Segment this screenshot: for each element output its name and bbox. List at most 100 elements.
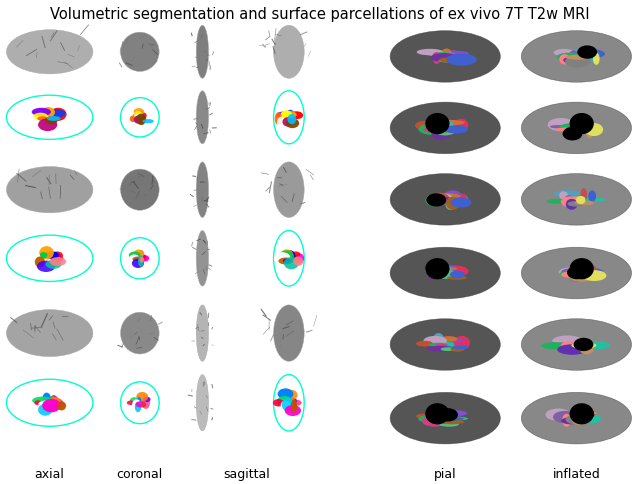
Ellipse shape xyxy=(6,95,93,139)
Ellipse shape xyxy=(440,336,458,342)
Ellipse shape xyxy=(273,162,304,217)
Ellipse shape xyxy=(425,113,449,134)
Ellipse shape xyxy=(522,174,632,225)
Ellipse shape xyxy=(49,257,66,266)
Ellipse shape xyxy=(426,346,456,352)
Ellipse shape xyxy=(277,117,285,129)
Ellipse shape xyxy=(415,121,434,130)
Ellipse shape xyxy=(274,252,291,264)
Ellipse shape xyxy=(427,410,449,417)
Ellipse shape xyxy=(133,113,142,118)
Ellipse shape xyxy=(289,114,297,121)
Ellipse shape xyxy=(422,416,448,426)
Ellipse shape xyxy=(51,252,63,259)
Ellipse shape xyxy=(433,123,457,136)
Ellipse shape xyxy=(6,30,93,74)
Ellipse shape xyxy=(450,271,465,278)
Ellipse shape xyxy=(196,375,209,431)
Ellipse shape xyxy=(281,401,290,409)
Ellipse shape xyxy=(441,265,458,278)
Ellipse shape xyxy=(435,417,464,421)
Ellipse shape xyxy=(427,269,435,276)
Ellipse shape xyxy=(570,121,592,126)
Ellipse shape xyxy=(566,269,595,277)
Ellipse shape xyxy=(572,342,596,348)
Ellipse shape xyxy=(432,194,453,204)
Ellipse shape xyxy=(51,254,63,262)
Ellipse shape xyxy=(522,393,632,444)
Ellipse shape xyxy=(278,388,293,399)
Ellipse shape xyxy=(561,269,579,276)
Ellipse shape xyxy=(456,194,467,200)
Ellipse shape xyxy=(284,250,296,263)
Ellipse shape xyxy=(454,119,468,131)
Ellipse shape xyxy=(553,411,577,423)
Text: sagittal: sagittal xyxy=(223,468,270,481)
Ellipse shape xyxy=(570,403,594,424)
Ellipse shape xyxy=(134,250,144,258)
Ellipse shape xyxy=(432,197,451,205)
Ellipse shape xyxy=(440,417,468,421)
Ellipse shape xyxy=(560,340,589,345)
Ellipse shape xyxy=(134,114,140,124)
Ellipse shape xyxy=(577,45,597,59)
Ellipse shape xyxy=(45,396,60,404)
Ellipse shape xyxy=(6,379,93,426)
Ellipse shape xyxy=(446,267,457,279)
Ellipse shape xyxy=(416,341,433,347)
Ellipse shape xyxy=(582,270,607,281)
Ellipse shape xyxy=(45,109,66,118)
Ellipse shape xyxy=(447,54,477,66)
Ellipse shape xyxy=(425,266,441,275)
Ellipse shape xyxy=(572,339,588,346)
Ellipse shape xyxy=(438,420,465,424)
Ellipse shape xyxy=(576,268,603,275)
Ellipse shape xyxy=(522,247,632,299)
Ellipse shape xyxy=(276,111,292,119)
Ellipse shape xyxy=(143,119,154,123)
Ellipse shape xyxy=(557,53,582,61)
Ellipse shape xyxy=(522,30,632,82)
Ellipse shape xyxy=(428,276,447,280)
Ellipse shape xyxy=(6,235,93,282)
Ellipse shape xyxy=(433,53,439,58)
Ellipse shape xyxy=(550,125,566,128)
Ellipse shape xyxy=(390,247,500,299)
Ellipse shape xyxy=(429,52,456,58)
Ellipse shape xyxy=(445,50,462,62)
Ellipse shape xyxy=(138,254,147,259)
Ellipse shape xyxy=(57,401,66,410)
Ellipse shape xyxy=(561,272,580,278)
Text: coronal: coronal xyxy=(116,468,163,481)
Ellipse shape xyxy=(435,270,458,279)
Ellipse shape xyxy=(575,200,595,205)
Ellipse shape xyxy=(129,252,141,258)
Ellipse shape xyxy=(573,338,593,351)
Ellipse shape xyxy=(42,399,61,412)
Ellipse shape xyxy=(441,347,455,351)
Ellipse shape xyxy=(433,333,444,344)
Ellipse shape xyxy=(140,115,145,120)
Ellipse shape xyxy=(38,404,52,416)
Ellipse shape xyxy=(140,255,149,261)
Ellipse shape xyxy=(442,416,456,419)
Ellipse shape xyxy=(588,190,596,202)
Ellipse shape xyxy=(569,50,578,62)
Ellipse shape xyxy=(442,266,468,277)
Ellipse shape xyxy=(433,271,449,278)
Ellipse shape xyxy=(435,344,447,347)
Ellipse shape xyxy=(561,341,579,351)
Ellipse shape xyxy=(424,336,447,346)
Ellipse shape xyxy=(552,335,582,346)
Ellipse shape xyxy=(279,250,294,263)
Ellipse shape xyxy=(547,199,570,204)
Ellipse shape xyxy=(416,413,436,419)
Ellipse shape xyxy=(570,121,579,133)
Ellipse shape xyxy=(273,375,304,431)
Ellipse shape xyxy=(196,230,209,286)
Ellipse shape xyxy=(286,110,294,118)
Ellipse shape xyxy=(425,403,449,424)
Ellipse shape xyxy=(283,258,291,263)
Ellipse shape xyxy=(545,408,571,421)
Ellipse shape xyxy=(444,190,462,203)
